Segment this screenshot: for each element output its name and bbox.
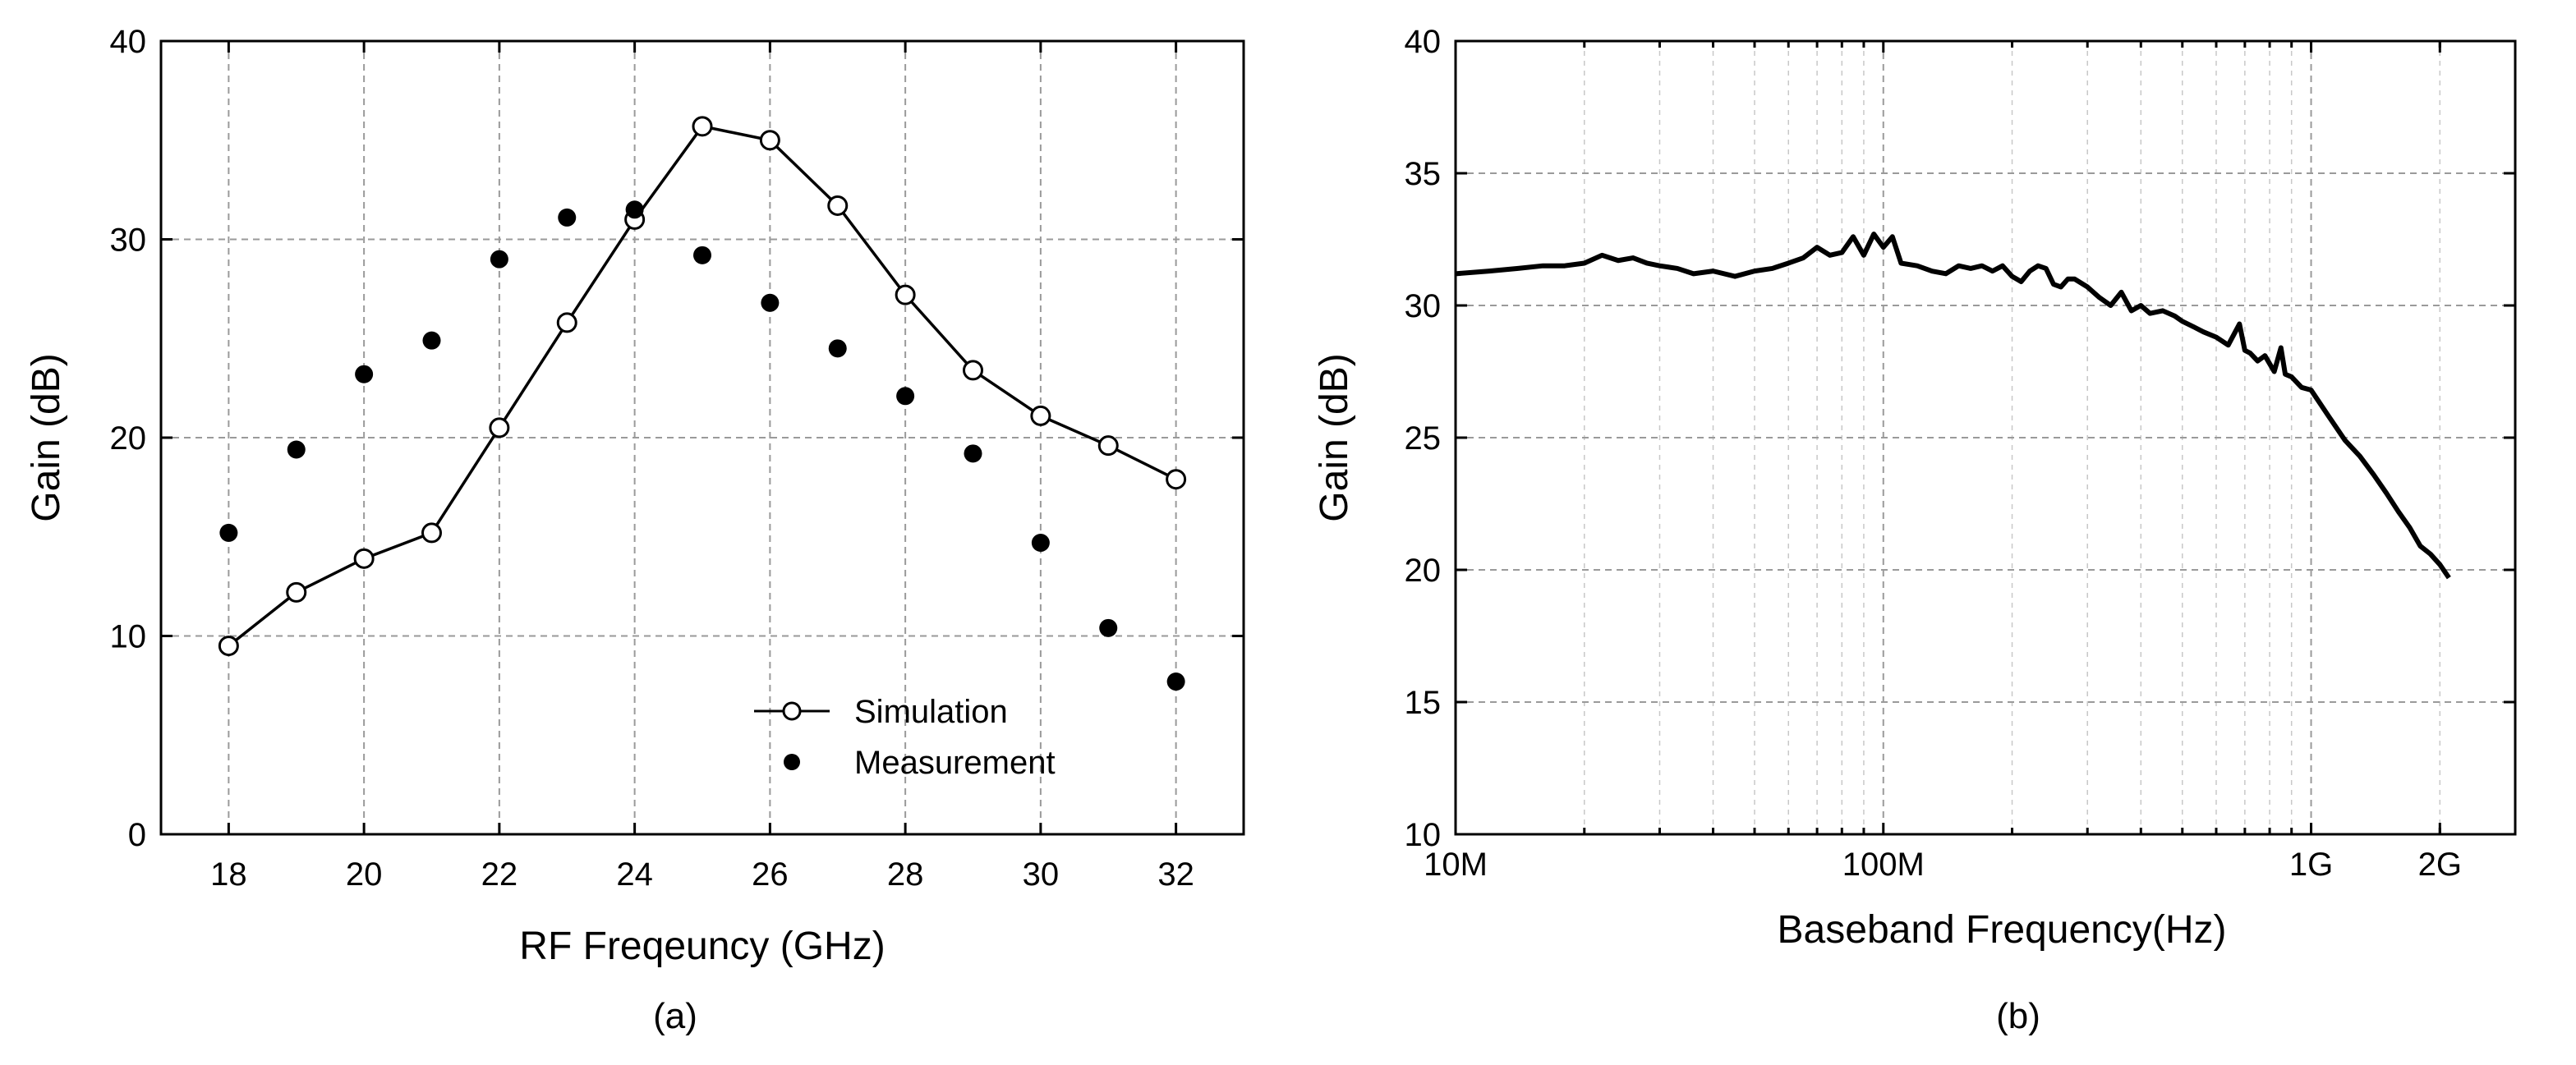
simulation-point: [1097, 435, 1119, 457]
tick-label-x-a: 24: [616, 856, 653, 893]
legend-measurement-label: Measurement: [854, 745, 1056, 781]
tick-label-y-a: 0: [128, 817, 146, 853]
measurement-point: [219, 523, 238, 542]
legend-simulation-marker: [782, 701, 802, 721]
tick-label-y-b: 30: [1405, 288, 1442, 324]
simulation-point: [963, 360, 983, 381]
simulation-line: [228, 124, 1177, 647]
measurement-point: [558, 208, 577, 227]
tick-label-x-a: 28: [887, 856, 924, 893]
simulation-point: [759, 130, 780, 151]
tick-label-y-b: 15: [1405, 685, 1442, 721]
gain-curve: [1455, 232, 2451, 580]
simulation-point: [353, 548, 375, 569]
panel-a: 18 20 22 24 26 28 30 32 0 10 20 30 40 Simulation Mea…: [25, 24, 1245, 1036]
series-b: [1455, 232, 2451, 580]
tick-label-x-a: 26: [752, 856, 789, 893]
tick-label-y-b: 40: [1405, 24, 1442, 60]
ticks-b: 10M 100M 1G 2G 10 15 20 25 30 35 40: [1405, 24, 2515, 883]
tick-label-x-a: 32: [1157, 856, 1194, 893]
x-axis-label-b: Baseband Frequency(Hz): [1778, 908, 2227, 952]
simulation-point: [489, 417, 510, 438]
measurement-point: [490, 250, 508, 269]
measurement-point: [896, 387, 915, 406]
tick-label-x-a: 22: [481, 856, 518, 893]
measurement-point: [1031, 533, 1050, 552]
legend-measurement-marker: [784, 754, 800, 770]
panel-label-b: (b): [1996, 996, 2040, 1036]
simulation-point: [1030, 405, 1051, 426]
tick-label-y-b: 10: [1405, 817, 1442, 853]
simulation-point: [218, 636, 239, 657]
ticks-a: 18 20 22 24 26 28 30 32 0 10 20 30 40: [110, 24, 1244, 893]
simulation-point: [692, 116, 713, 137]
tick-label-x-b: 1G: [2289, 847, 2333, 883]
simulation-point: [556, 312, 577, 333]
simulation-point: [895, 284, 916, 305]
grid-a: [161, 41, 1244, 834]
simulation-point: [1166, 469, 1187, 490]
tick-label-y-b: 25: [1405, 420, 1442, 457]
tick-label-y-a: 40: [110, 24, 147, 60]
tick-label-y-a: 20: [110, 420, 147, 457]
tick-label-y-a: 10: [110, 619, 147, 655]
measurement-point: [625, 200, 644, 219]
tick-label-x-b: 2G: [2418, 847, 2462, 883]
tick-label-x-b: 100M: [1842, 847, 1925, 883]
tick-label-x-a: 30: [1023, 856, 1060, 893]
measurement-point: [693, 246, 711, 264]
legend-simulation-label: Simulation: [854, 694, 1008, 730]
measurement-point: [964, 444, 982, 463]
simulation-point: [421, 522, 442, 544]
x-axis-label-a: RF Freqeuncy (GHz): [519, 925, 885, 968]
legend-a: Simulation Measurement: [754, 694, 1056, 781]
panel-label-a: (a): [653, 996, 697, 1036]
simulation-point: [827, 195, 849, 216]
tick-label-y-b: 20: [1405, 553, 1442, 589]
panel-b: 10M 100M 1G 2G 10 15 20 25 30 35 40 Baseband Frequ…: [1313, 24, 2517, 1036]
tick-label-x-a: 20: [346, 856, 383, 893]
measurement-point: [355, 365, 374, 383]
measurement-point: [287, 440, 306, 459]
grid-b: [1456, 41, 2515, 834]
measurement-point: [1166, 673, 1185, 691]
tick-label-y-b: 35: [1405, 156, 1442, 192]
tick-label-x-a: 18: [210, 856, 247, 893]
series-a: [218, 116, 1187, 691]
measurement-point: [422, 331, 441, 350]
tick-label-x-b: 10M: [1424, 847, 1488, 883]
y-axis-label-b: Gain (dB): [1313, 353, 1356, 521]
measurement-point: [1099, 618, 1118, 637]
simulation-point: [286, 581, 307, 603]
y-axis-label-a: Gain (dB): [25, 353, 68, 521]
measurement-point: [761, 293, 780, 312]
tick-label-y-a: 30: [110, 223, 147, 259]
measurement-point: [828, 339, 847, 358]
